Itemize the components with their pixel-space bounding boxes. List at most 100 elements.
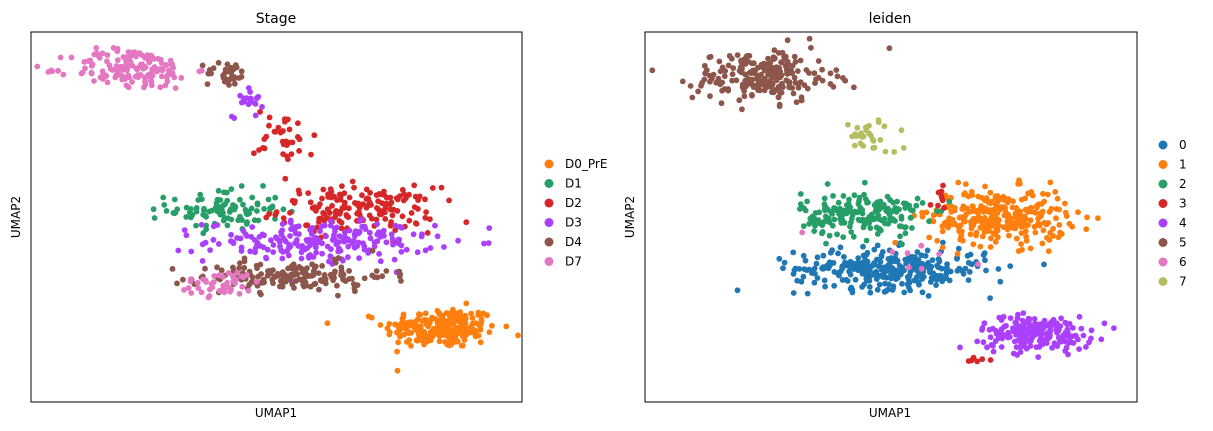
- data-point: [808, 44, 814, 51]
- data-point: [376, 211, 383, 218]
- data-point: [210, 65, 217, 72]
- data-point: [118, 63, 124, 70]
- data-point: [181, 227, 188, 234]
- data-point: [203, 222, 210, 229]
- data-point: [279, 221, 286, 227]
- data-point: [804, 198, 810, 205]
- data-point: [877, 258, 884, 265]
- legend-label: 0: [1179, 138, 1187, 152]
- data-point: [855, 201, 862, 207]
- data-point: [811, 279, 818, 286]
- data-point: [380, 227, 387, 234]
- data-point: [399, 315, 406, 322]
- data-point: [987, 334, 994, 341]
- data-point: [1045, 248, 1052, 255]
- data-point: [993, 329, 1000, 335]
- data-point: [82, 65, 88, 72]
- data-point: [450, 315, 457, 322]
- data-point: [341, 238, 348, 245]
- data-point: [698, 82, 704, 89]
- data-point: [1027, 338, 1034, 344]
- data-point: [287, 233, 293, 239]
- data-point: [900, 145, 907, 151]
- data-point: [1035, 354, 1042, 360]
- data-point: [279, 272, 285, 278]
- legend-label: D0_PrE: [565, 157, 607, 171]
- data-point: [278, 229, 284, 236]
- data-point: [1052, 189, 1059, 195]
- data-point: [327, 253, 334, 260]
- data-point: [1041, 198, 1048, 205]
- data-point: [270, 249, 277, 256]
- data-point: [992, 201, 999, 208]
- data-point: [919, 289, 926, 296]
- data-point: [248, 279, 255, 285]
- data-point: [375, 206, 382, 213]
- legend-marker: [1158, 277, 1168, 286]
- data-point: [207, 247, 214, 254]
- data-point: [188, 290, 195, 296]
- data-point: [984, 344, 990, 351]
- data-point: [327, 271, 334, 278]
- data-point: [346, 276, 352, 282]
- data-point: [293, 278, 299, 284]
- data-point: [885, 268, 892, 274]
- data-point: [954, 250, 961, 257]
- data-point: [436, 310, 442, 317]
- data-point: [309, 225, 316, 231]
- data-point: [175, 247, 182, 254]
- data-point: [355, 203, 362, 210]
- data-point: [374, 274, 381, 281]
- data-point: [345, 254, 351, 261]
- data-point: [968, 225, 975, 232]
- data-point: [743, 83, 749, 90]
- data-point: [199, 241, 206, 248]
- data-point: [962, 190, 968, 197]
- data-point: [369, 247, 376, 254]
- data-point: [701, 76, 708, 83]
- data-point: [1024, 330, 1031, 337]
- data-point: [1000, 224, 1007, 231]
- data-point: [335, 248, 342, 255]
- data-point: [1069, 325, 1076, 331]
- data-point: [981, 320, 988, 327]
- data-point: [987, 357, 994, 363]
- data-point: [729, 71, 736, 78]
- data-point: [716, 58, 723, 65]
- data-point: [1023, 237, 1030, 244]
- data-point: [1018, 324, 1025, 330]
- data-point: [1042, 322, 1049, 329]
- data-point: [689, 94, 696, 101]
- data-point: [201, 205, 207, 212]
- data-point: [850, 233, 857, 240]
- data-point: [963, 211, 969, 218]
- data-point: [193, 208, 200, 215]
- data-point: [854, 124, 861, 131]
- data-point: [410, 231, 417, 238]
- data-point: [110, 45, 117, 51]
- data-point: [649, 67, 656, 74]
- data-point: [947, 268, 954, 275]
- data-point: [328, 193, 334, 200]
- data-point: [233, 276, 240, 283]
- data-point: [328, 218, 334, 225]
- data-point: [1025, 190, 1031, 197]
- data-point: [990, 348, 997, 355]
- data-point: [702, 70, 708, 77]
- data-point: [1022, 228, 1029, 235]
- data-point: [286, 241, 292, 248]
- data-point: [304, 222, 311, 229]
- data-point: [408, 342, 414, 349]
- data-point: [837, 205, 843, 212]
- data-point: [927, 202, 934, 208]
- data-point: [780, 265, 786, 272]
- data-point: [382, 209, 388, 216]
- data-point: [919, 276, 925, 282]
- data-point: [1095, 215, 1101, 222]
- data-point: [945, 224, 951, 231]
- data-point: [812, 80, 818, 86]
- leiden-points: [649, 35, 1117, 365]
- data-point: [734, 287, 741, 294]
- data-point: [982, 257, 988, 264]
- data-point: [923, 209, 930, 216]
